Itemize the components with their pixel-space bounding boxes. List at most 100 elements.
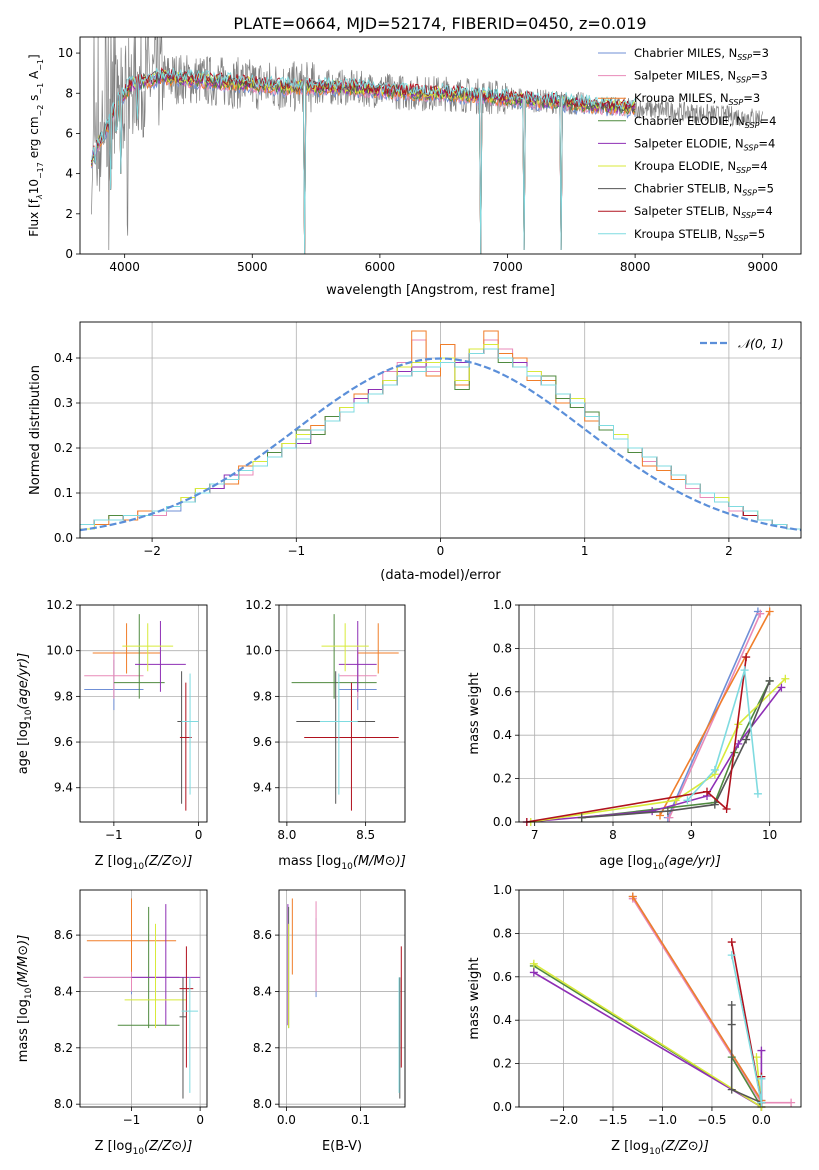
weight-marker: [742, 735, 751, 744]
weight-line: [632, 896, 763, 1101]
y-tick-label: 8.2: [253, 1041, 272, 1055]
legend-entry: Kroupa STELIB, NSSP=5: [634, 227, 765, 243]
weight-marker: [787, 1098, 796, 1107]
axes-frame: [278, 889, 406, 1108]
y-tick-label: 1.0: [493, 883, 512, 897]
model-spectrum-salpeter-stelib: [91, 67, 636, 254]
y-tick-label: 9.4: [253, 781, 272, 795]
weight-marker: [757, 1098, 766, 1107]
x-axis-label: Z [log10(Z/Z⊙)]: [611, 1139, 709, 1157]
y-tick-label: 10.0: [245, 644, 272, 658]
weight-series-kroupa-elodie: [526, 674, 790, 826]
axes-frame: [518, 889, 802, 1108]
x-tick-label: 9: [688, 828, 696, 842]
y-tick-label: 8.4: [54, 984, 73, 998]
histogram-kroupa-stelib: [79, 348, 801, 538]
x-axis-label: (data-model)/error: [380, 568, 501, 583]
y-axis-label: mass weight: [467, 957, 482, 1039]
weight-marker: [727, 1001, 736, 1010]
weight-marker: [656, 811, 664, 820]
x-axis-label: age [log10(age/yr)]: [599, 854, 721, 872]
x-tick-label: 0: [196, 1113, 204, 1127]
weight-marker: [756, 609, 765, 618]
panel-mass_vs_Z: −1 0 8.0 8.2 8.4 8.6 Z [log10(Z/Z⊙)] mass [log1…: [16, 889, 208, 1157]
weight-marker: [757, 1046, 766, 1055]
y-tick-label: 0: [65, 247, 73, 261]
x-tick-label: 10: [762, 828, 777, 842]
legend-entry: Kroupa MILES, NSSP=3: [634, 91, 760, 107]
y-tick-label: 8.0: [253, 1097, 272, 1111]
weight-marker: [529, 959, 538, 968]
x-tick-label: 0: [195, 828, 203, 842]
y-tick-label: 10.2: [46, 598, 73, 612]
errorbar-point: [84, 650, 144, 699]
weight-marker: [722, 804, 731, 813]
panel-age_vs_mass: 8.0 8.5 9.4 9.6 9.8 10.0 10.2 mass [log10(M/M⊙)…: [245, 598, 406, 872]
axes-frame: [79, 889, 208, 1108]
axes-frame: [79, 604, 208, 823]
y-tick-label: 8: [65, 86, 73, 100]
x-tick-label: 7000: [492, 260, 523, 274]
model-spectrum-chabrier-stelib: [91, 70, 636, 254]
weight-marker: [648, 807, 657, 816]
x-tick-label: −1.0: [648, 1113, 677, 1127]
y-tick-label: 0.3: [54, 396, 73, 410]
legend-entry: 𝒩(0, 1): [738, 336, 784, 351]
figure-title: PLATE=0664, MJD=52174, FIBERID=0450, z=0…: [233, 14, 646, 33]
weight-marker: [742, 653, 751, 662]
y-tick-label: 0.0: [493, 1100, 512, 1114]
y-axis-label: Normed distribution: [28, 365, 43, 495]
normal-curve: [79, 357, 802, 532]
observed-spectrum: [91, 37, 764, 251]
y-tick-label: 0.6: [493, 970, 512, 984]
legend-entry: Kroupa ELODIE, NSSP=4: [634, 159, 768, 175]
weight-marker: [727, 1020, 736, 1029]
y-tick-label: 10.2: [245, 598, 272, 612]
weight-marker: [665, 813, 674, 822]
y-tick-label: 10.0: [46, 644, 73, 658]
y-tick-label: 6: [65, 126, 73, 140]
y-tick-label: 0.4: [493, 728, 512, 742]
y-tick-label: 1.0: [493, 598, 512, 612]
legend-entry: Salpeter STELIB, NSSP=4: [634, 204, 773, 220]
panel-weight_vs_age: 7 8 9 10 0.0 0.2 0.4 0.6 0.8 1.0 age [log10(age/yr…: [467, 598, 802, 872]
x-axis-label: wavelength [Angstrom, rest frame]: [326, 283, 555, 298]
x-tick-label: 9000: [747, 260, 778, 274]
weight-marker: [765, 676, 774, 685]
legend-entry: Chabrier MILES, NSSP=3: [634, 46, 769, 62]
x-axis-label: Z [log10(Z/Z⊙)]: [95, 1139, 193, 1157]
y-tick-label: 9.6: [54, 735, 73, 749]
errorbar-point: [179, 946, 194, 1068]
weight-marker: [529, 968, 538, 977]
errorbar-point: [131, 904, 201, 1026]
y-tick-label: 8.6: [253, 928, 272, 942]
weight-line: [686, 669, 759, 801]
x-tick-label: 0.0: [277, 1113, 296, 1127]
y-axis-label: Flux [fλ10−17 erg cm−2 s−1 A−1]: [27, 54, 45, 236]
y-tick-label: 0.4: [54, 351, 73, 365]
weight-marker: [577, 813, 586, 822]
weight-line: [667, 611, 759, 819]
weight-marker: [727, 1085, 736, 1094]
errorbar-point: [181, 977, 199, 1093]
y-tick-label: 8.6: [54, 928, 73, 942]
errorbar-point: [181, 673, 199, 795]
weight-marker: [765, 607, 774, 616]
x-tick-label: 8000: [620, 260, 651, 274]
y-tick-label: 0.1: [54, 486, 73, 500]
x-tick-label: −0.5: [697, 1113, 726, 1127]
weight-series-salpeter-miles: [665, 609, 765, 822]
panel-weight_vs_Z: −2.0 −1.5 −1.0 −0.5 0.0 0.0 0.2 0.4 0.6 0.8 1.0 Z […: [467, 883, 802, 1157]
weight-marker: [727, 938, 736, 947]
x-tick-label: 5000: [237, 260, 268, 274]
panel-residuals: −2 −1 0 1 2 0.0 0.1 0.2 0.3 0.4 𝒩(0, 1) (data-model…: [28, 321, 802, 583]
errorbar-point: [338, 620, 377, 692]
errorbar-point: [357, 623, 399, 674]
panel-age_vs_Z: −1 0 9.4 9.6 9.8 10.0 10.2 Z [log10(Z/Z⊙)] age […: [16, 598, 208, 872]
y-tick-label: 0.2: [54, 441, 73, 455]
y-axis-label: mass [log10(M/M⊙)]: [16, 935, 34, 1063]
weight-marker: [752, 1053, 761, 1062]
weight-marker: [710, 765, 719, 774]
weight-line: [581, 680, 771, 819]
